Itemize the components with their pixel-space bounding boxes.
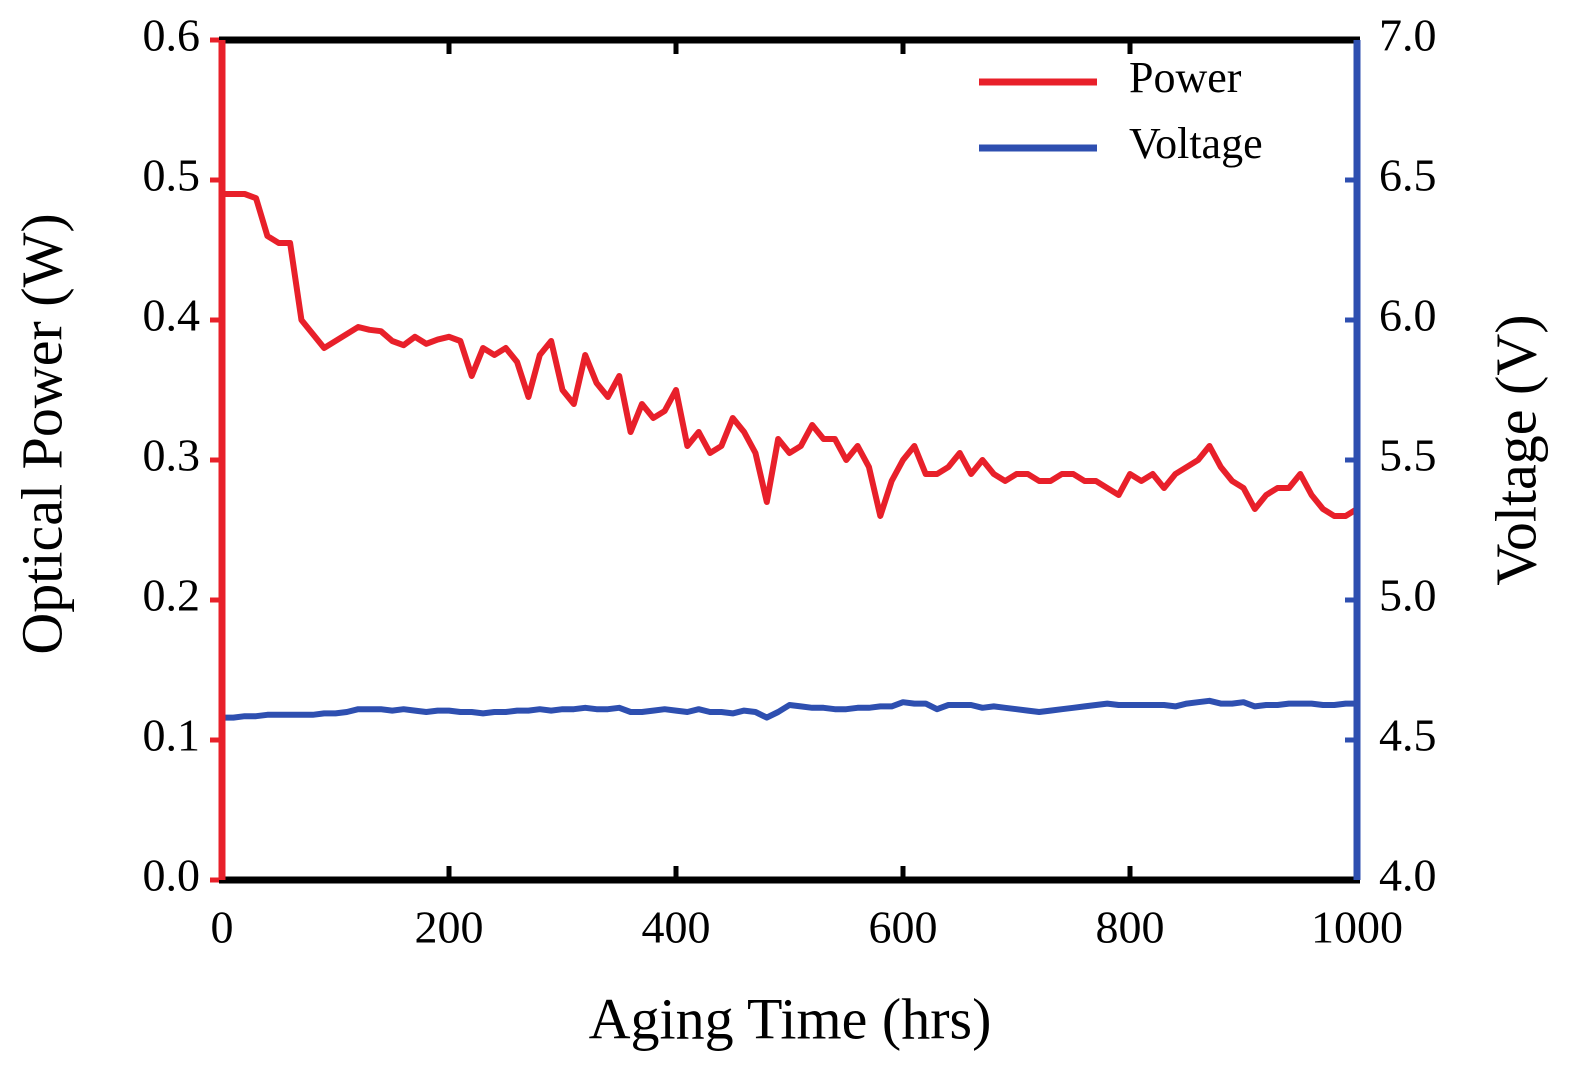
- y-tick-label: 0.4: [143, 290, 201, 341]
- x-tick-label: 0: [211, 902, 234, 953]
- legend-label: Voltage: [1129, 119, 1263, 168]
- y-tick-label: 0.2: [143, 570, 201, 621]
- legend-label: Power: [1129, 53, 1242, 102]
- data-line: [222, 191, 1359, 519]
- y2-tick-label: 4.5: [1379, 710, 1437, 761]
- y2-tick-label: 5.0: [1379, 570, 1437, 621]
- x-tick-label: 600: [869, 902, 938, 953]
- x-tick-label: 400: [642, 902, 711, 953]
- x-tick-label: 200: [415, 902, 484, 953]
- x-tick-label: 800: [1096, 902, 1165, 953]
- y-axis-title: Optical Power (W): [9, 213, 74, 654]
- y2-tick-label: 5.5: [1379, 430, 1437, 481]
- y-tick-label: 0.1: [143, 710, 201, 761]
- y2-axis-title: Voltage (V): [1483, 314, 1548, 585]
- y-tick-label: 0.0: [143, 850, 201, 901]
- x-tick-label: 1000: [1311, 902, 1403, 953]
- y2-tick-label: 4.0: [1379, 850, 1437, 901]
- data-line: [222, 697, 1357, 721]
- y2-tick-label: 6.0: [1379, 290, 1437, 341]
- y-tick-label: 0.6: [143, 10, 201, 61]
- y-tick-label: 0.3: [143, 430, 201, 481]
- y-tick-label: 0.5: [143, 150, 201, 201]
- x-axis-title: Aging Time (hrs): [589, 986, 992, 1051]
- y2-tick-label: 7.0: [1379, 10, 1437, 61]
- y2-tick-label: 6.5: [1379, 150, 1437, 201]
